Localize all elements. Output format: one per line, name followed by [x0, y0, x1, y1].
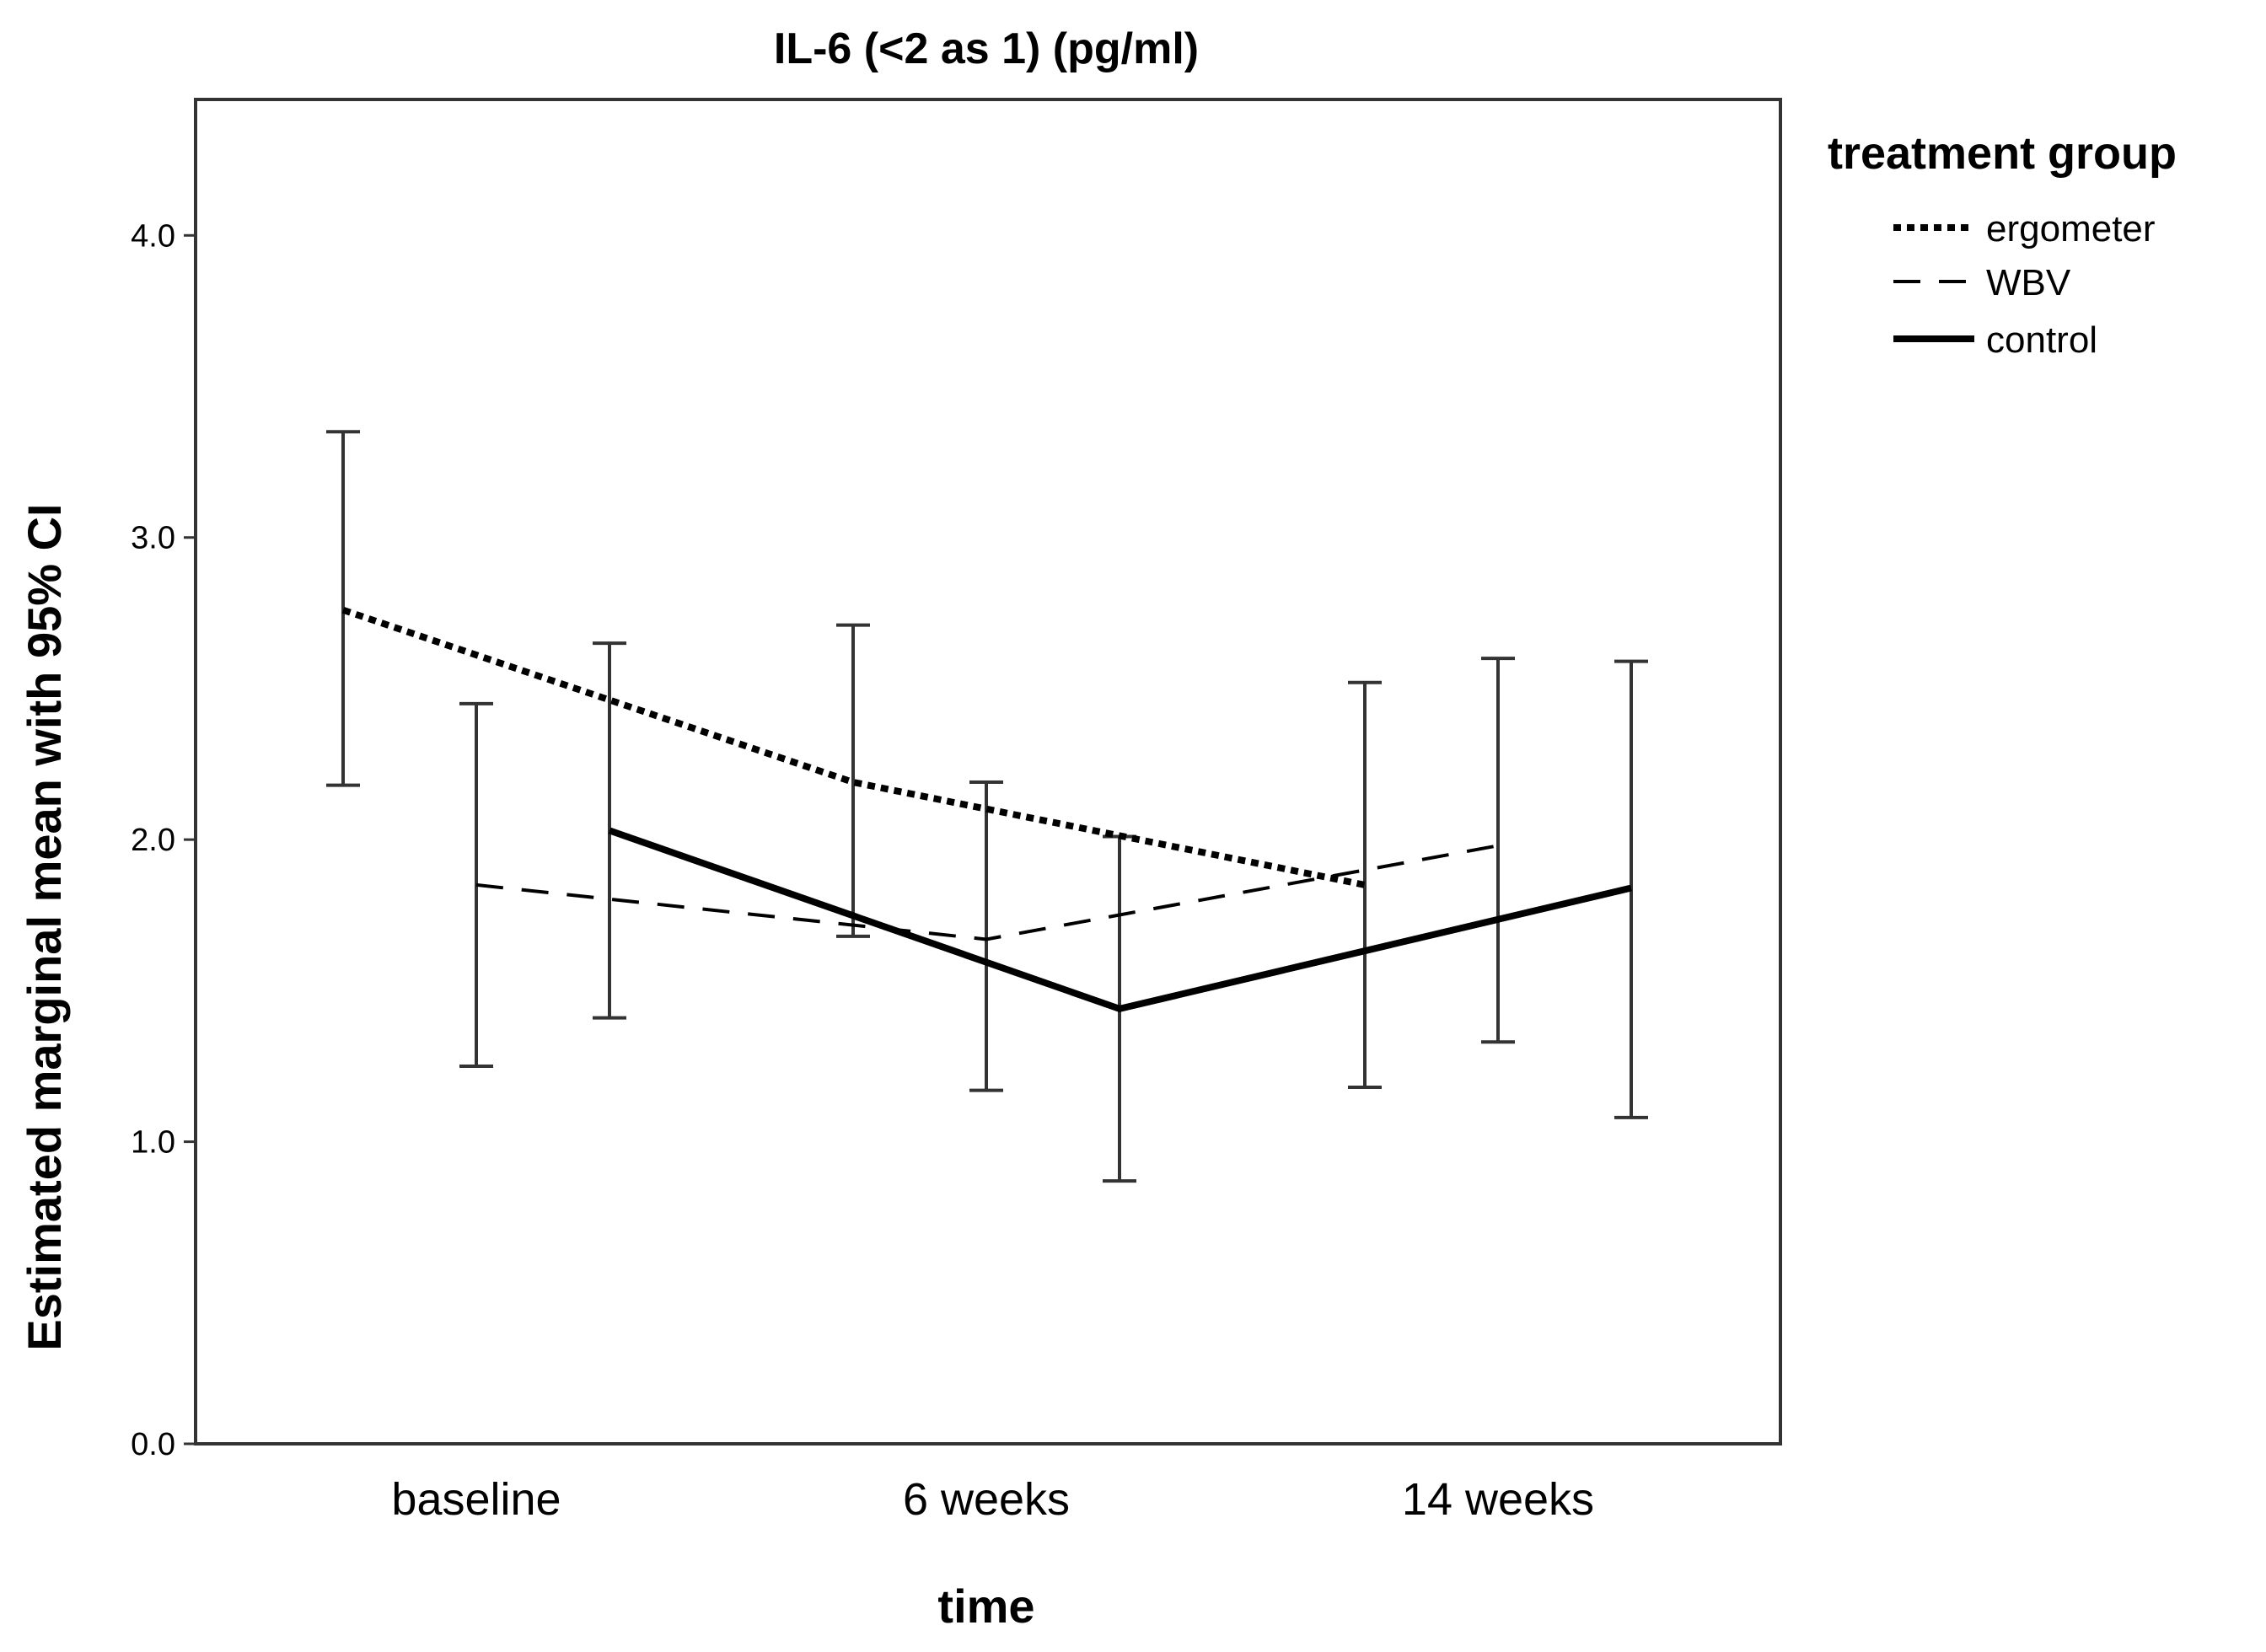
x-axis-title: time	[937, 1580, 1034, 1633]
legend-label-control: control	[1986, 319, 2097, 361]
chart-title: IL-6 (<2 as 1) (pg/ml)	[774, 24, 1199, 73]
plot-area: 0.0 1.0 2.0 3.0 4.0 baseline 6 weeks 14 weeks	[131, 98, 1782, 1525]
legend: treatment group ergometer WBV control	[1828, 128, 2177, 361]
y-axis-title: Estimated marginal mean with 95% CI	[18, 503, 71, 1350]
series-line-ergometer	[341, 606, 1366, 888]
y-tick-label: 1.0	[131, 1125, 175, 1161]
legend-label-wbv: WBV	[1986, 262, 2071, 303]
y-tick-label: 0.0	[131, 1427, 175, 1462]
legend-title: treatment group	[1828, 128, 2177, 179]
legend-label-ergometer: ergometer	[1986, 208, 2156, 249]
x-tick-label: baseline	[391, 1474, 561, 1525]
series-line-control	[608, 827, 1632, 1013]
x-tick-label: 6 weeks	[903, 1474, 1070, 1525]
y-tick-label: 2.0	[131, 823, 175, 858]
y-tick-label: 3.0	[131, 521, 175, 556]
series-line-wbv	[475, 844, 1499, 941]
x-tick-label: 14 weeks	[1402, 1474, 1594, 1525]
y-tick-label: 4.0	[131, 218, 175, 254]
plot-frame	[194, 98, 1782, 1446]
